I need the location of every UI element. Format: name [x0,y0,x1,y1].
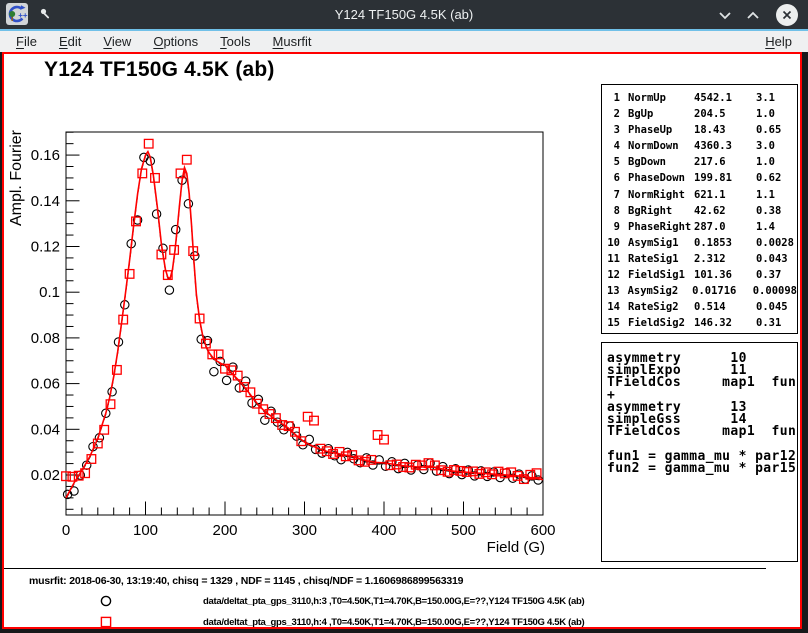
y-tick-label: 0.14 [31,193,60,210]
application-window: ++ Y124 TF150G 4.5K (ab) FileEditViewOpt… [0,0,808,633]
y-tick-label: 0.06 [31,376,60,393]
data-point-circle [152,210,160,218]
close-button[interactable] [776,4,798,26]
circle-marker-icon [99,594,113,608]
param-row: 15FieldSig2146.320.31 [602,315,797,331]
titlebar[interactable]: ++ Y124 TF150G 4.5K (ab) [0,0,808,29]
param-row: 11RateSig12.3120.043 [602,251,797,267]
y-tick-label: 0.1 [39,284,60,301]
chevron-up-icon [746,11,760,20]
minimize-button[interactable] [714,4,736,26]
data-point-circle [165,286,173,294]
param-row: 7NormRight621.11.1 [602,187,797,203]
maximize-button[interactable] [742,4,764,26]
menu-edit[interactable]: Edit [48,33,92,50]
x-tick-label: 300 [292,522,317,539]
param-row: 8BgRight42.620.38 [602,203,797,219]
info-pad-divider [4,568,766,569]
x-tick-label: 200 [212,522,237,539]
window-title: Y124 TF150G 4.5K (ab) [0,7,808,22]
theory-statbox[interactable]: asymmetry 10 simplExpo 11 TFieldCos map1… [601,342,798,562]
data-point-square [125,270,134,279]
y-tick-label: 0.02 [31,467,60,484]
data-point-circle [210,368,218,376]
legend-row: data/deltat_pta_gps_3110,h:4 ,T0=4.50K,T… [4,615,800,629]
legend-row: data/deltat_pta_gps_3110,h:3 ,T0=4.50K,T… [4,594,800,608]
legend-entry-text: data/deltat_pta_gps_3110,h:4 ,T0=4.50K,T… [203,617,584,628]
menu-view[interactable]: View [92,33,142,50]
legend-entry-text: data/deltat_pta_gps_3110,h:3 ,T0=4.50K,T… [203,596,584,607]
param-row: 2BgUp204.51.0 [602,106,797,122]
x-tick-label: 400 [371,522,396,539]
data-point-square [157,250,166,259]
y-tick-label: 0.04 [31,421,60,438]
x-axis-title: Field (G) [487,539,545,556]
data-point-square [151,174,160,183]
square-marker-icon [99,615,113,629]
x-tick-label: 100 [133,522,158,539]
menu-file[interactable]: File [5,33,48,50]
data-point-circle [184,200,192,208]
fit-info-line: musrfit: 2018-06-30, 13:19:40, chisq = 1… [29,575,463,587]
data-point-square [138,169,147,178]
param-row: 3PhaseUp18.430.65 [602,122,797,138]
menu-tools[interactable]: Tools [209,33,261,50]
param-row: 6PhaseDown199.810.62 [602,170,797,186]
chevron-down-icon [718,11,732,20]
data-point-square [144,139,153,148]
data-point-circle [222,376,230,384]
root-canvas[interactable]: Y124 TF150G 4.5K (ab) 010020030040050060… [2,52,802,629]
y-tick-label: 0.16 [31,147,60,164]
menu-help[interactable]: Help [754,33,803,50]
fit-curve-dashed [66,153,543,499]
x-tick-label: 0 [62,522,70,539]
close-icon [781,9,793,21]
param-row: 12FieldSig1101.360.37 [602,267,797,283]
param-row: 14RateSig20.5140.045 [602,299,797,315]
menubar: FileEditViewOptionsToolsMusrfit Help [0,31,808,52]
parameter-statbox[interactable]: 1NormUp4542.13.12BgUp204.51.03PhaseUp18.… [601,84,798,334]
y-tick-label: 0.12 [31,238,60,255]
x-tick-label: 600 [530,522,555,539]
param-row: 4NormDown4360.33.0 [602,138,797,154]
menu-musrfit[interactable]: Musrfit [262,33,323,50]
x-tick-label: 500 [451,522,476,539]
param-row: 1NormUp4542.13.1 [602,90,797,106]
param-row: 5BgDown217.61.0 [602,154,797,170]
param-row: 13AsymSig20.017160.00098 [602,283,797,299]
theory-text: asymmetry 10 simplExpo 11 TFieldCos map1… [607,353,798,475]
y-tick-label: 0.08 [31,330,60,347]
data-point-circle [172,225,180,233]
param-row: 10AsymSig10.18530.0028 [602,235,797,251]
data-point-square [183,155,192,164]
param-row: 9PhaseRight287.01.4 [602,219,797,235]
y-axis-title: Ampl. Fourier [8,129,25,226]
menu-options[interactable]: Options [142,33,209,50]
